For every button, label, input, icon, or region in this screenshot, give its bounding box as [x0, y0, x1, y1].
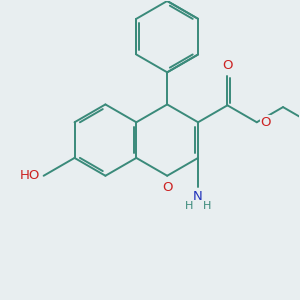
Text: O: O — [162, 181, 172, 194]
Text: HO: HO — [19, 169, 40, 182]
Text: H: H — [203, 200, 211, 211]
Text: O: O — [261, 116, 271, 129]
Text: O: O — [222, 58, 233, 72]
Text: H: H — [185, 200, 194, 211]
Text: N: N — [193, 190, 203, 202]
